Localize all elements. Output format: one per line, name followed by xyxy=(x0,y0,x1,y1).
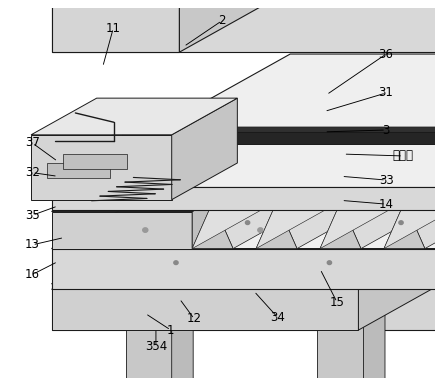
Polygon shape xyxy=(404,109,444,249)
Polygon shape xyxy=(277,109,444,249)
Polygon shape xyxy=(320,109,444,249)
Text: 36: 36 xyxy=(379,47,393,61)
Text: 35: 35 xyxy=(25,209,40,222)
Polygon shape xyxy=(179,0,418,52)
Text: 11: 11 xyxy=(106,22,121,35)
Text: 37: 37 xyxy=(25,137,40,149)
Polygon shape xyxy=(52,158,288,212)
Polygon shape xyxy=(384,109,444,249)
Text: 16: 16 xyxy=(25,268,40,281)
Polygon shape xyxy=(256,202,297,249)
Text: 定位孔: 定位孔 xyxy=(392,149,414,163)
Polygon shape xyxy=(52,189,444,290)
Polygon shape xyxy=(31,135,172,200)
Polygon shape xyxy=(172,98,238,200)
Text: 354: 354 xyxy=(145,340,167,353)
Text: 32: 32 xyxy=(25,166,40,179)
Polygon shape xyxy=(192,158,288,249)
Polygon shape xyxy=(126,298,193,310)
Polygon shape xyxy=(123,132,444,144)
Polygon shape xyxy=(31,98,238,135)
Text: 31: 31 xyxy=(379,86,393,100)
Text: 12: 12 xyxy=(187,313,202,325)
Polygon shape xyxy=(341,109,444,249)
Text: 15: 15 xyxy=(329,296,345,309)
Text: 13: 13 xyxy=(25,239,40,251)
Polygon shape xyxy=(364,298,385,386)
Circle shape xyxy=(246,221,250,225)
Polygon shape xyxy=(320,202,361,249)
Circle shape xyxy=(143,228,148,232)
Polygon shape xyxy=(192,109,380,249)
Polygon shape xyxy=(99,142,444,164)
Polygon shape xyxy=(52,290,358,330)
Polygon shape xyxy=(52,0,444,52)
Text: 1: 1 xyxy=(167,323,174,337)
Polygon shape xyxy=(52,284,444,330)
Polygon shape xyxy=(126,310,172,386)
Polygon shape xyxy=(172,298,193,386)
Polygon shape xyxy=(123,127,444,132)
Circle shape xyxy=(174,261,178,264)
Polygon shape xyxy=(52,249,444,290)
Text: 14: 14 xyxy=(379,198,393,211)
Polygon shape xyxy=(52,54,444,188)
Circle shape xyxy=(258,228,263,232)
Circle shape xyxy=(399,221,403,225)
Text: 2: 2 xyxy=(218,14,226,27)
Polygon shape xyxy=(52,0,179,52)
Polygon shape xyxy=(52,212,192,249)
Polygon shape xyxy=(317,298,385,310)
Polygon shape xyxy=(256,109,444,249)
Polygon shape xyxy=(63,154,127,169)
Text: 3: 3 xyxy=(382,124,390,137)
Polygon shape xyxy=(192,202,233,249)
Polygon shape xyxy=(52,115,444,249)
Text: 34: 34 xyxy=(270,311,285,323)
Text: 33: 33 xyxy=(379,174,393,186)
Polygon shape xyxy=(52,151,444,284)
Polygon shape xyxy=(47,163,111,178)
Polygon shape xyxy=(317,310,364,386)
Polygon shape xyxy=(52,188,444,210)
Circle shape xyxy=(327,261,332,264)
Polygon shape xyxy=(99,134,444,142)
Polygon shape xyxy=(384,202,425,249)
Polygon shape xyxy=(358,189,444,330)
Polygon shape xyxy=(213,109,400,249)
